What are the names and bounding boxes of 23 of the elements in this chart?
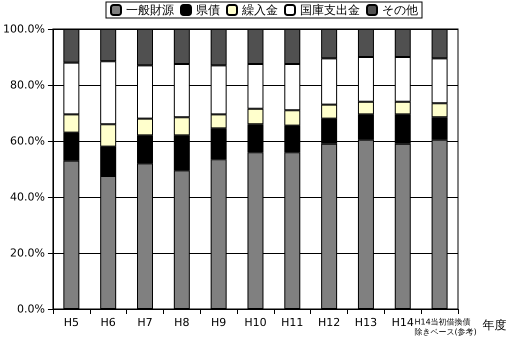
legend-label: 繰入金 [241, 3, 278, 17]
x-tick-label: H11 [281, 316, 304, 329]
legend-label: その他 [382, 3, 418, 17]
x-tick-label: H9 [211, 316, 226, 329]
y-tick-label: 0.0% [16, 302, 45, 316]
x-tick-label: H14当初借換債除きベース(参考) [414, 318, 477, 336]
x-tick-label: H8 [174, 316, 190, 329]
x-tick-label: H12 [318, 316, 340, 329]
y-tick-label: 60.0% [10, 134, 45, 148]
x-tick-label: H7 [137, 316, 153, 329]
y-tick-label: 40.0% [10, 190, 45, 204]
x-axis-title: 年度 [482, 318, 507, 332]
y-tick-label: 100.0% [2, 22, 45, 36]
legend-label: 一般財源 [126, 3, 174, 17]
x-tick-label: H6 [100, 316, 116, 329]
x-tick-label: H5 [64, 316, 79, 329]
x-tick-label: H14 [392, 316, 414, 329]
x-tick-label: H10 [244, 316, 267, 329]
x-tick-label: H13 [354, 316, 378, 329]
legend-label: 県債 [196, 3, 220, 17]
legend-label: 国庫支出金 [300, 3, 360, 17]
y-tick-label: 20.0% [10, 246, 45, 260]
y-tick-label: 80.0% [10, 78, 45, 92]
